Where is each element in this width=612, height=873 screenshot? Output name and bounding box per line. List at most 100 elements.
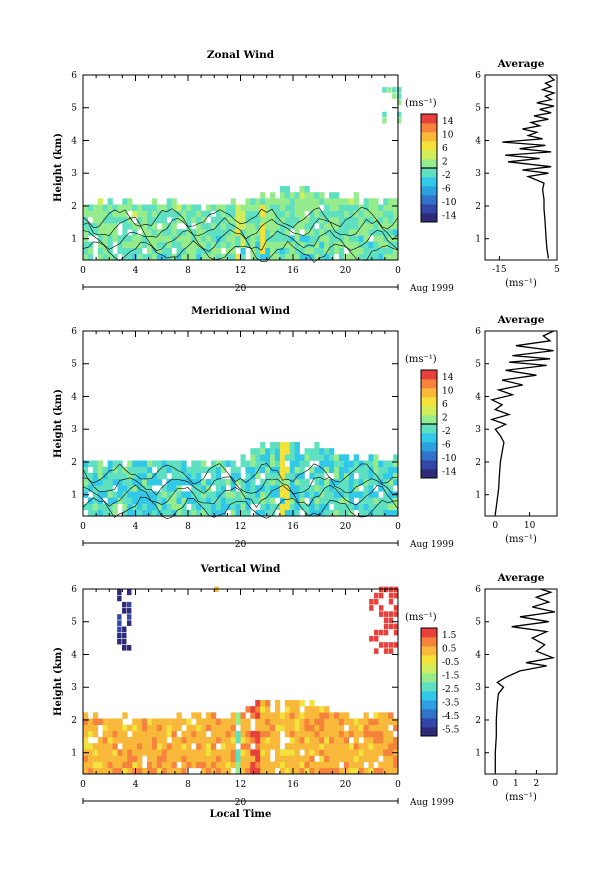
heatmap-cell	[284, 712, 291, 719]
heatmap-cell	[230, 241, 236, 248]
heatmap-cell	[92, 712, 99, 719]
heatmap-cell	[83, 229, 89, 236]
heatmap-cell	[186, 491, 192, 498]
heatmap-cell	[329, 491, 335, 498]
heatmap-cell	[151, 247, 158, 255]
heatmap-cell	[191, 755, 197, 762]
colorbar-swatch	[421, 700, 437, 710]
heatmap-cell	[112, 466, 118, 474]
heatmap-cell	[393, 454, 399, 461]
heatmap-cell	[196, 712, 202, 719]
heatmap-cell	[245, 509, 251, 517]
heatmap-cell	[289, 210, 295, 218]
heatmap-cell	[274, 700, 281, 707]
heatmap-cell	[353, 503, 359, 511]
heatmap-cell	[191, 737, 197, 744]
heatmap-cell	[383, 503, 389, 511]
heatmap-cell	[382, 117, 387, 124]
heatmap-cell	[210, 724, 217, 732]
heatmap-cell	[196, 241, 202, 248]
heatmap-cell	[112, 730, 118, 738]
heatmap-cell	[388, 737, 394, 744]
heatmap-cell	[319, 767, 325, 775]
heatmap-cell	[176, 755, 182, 762]
heatmap-cell	[127, 749, 133, 756]
colorbar-swatch	[421, 204, 437, 214]
heatmap-cell	[196, 503, 202, 511]
heatmap-cell	[146, 737, 153, 744]
heatmap-cell	[368, 724, 374, 732]
heatmap-cell	[299, 485, 305, 492]
heatmap-cell	[83, 503, 89, 511]
heatmap-cell	[397, 117, 402, 124]
heatmap-cell	[151, 743, 158, 750]
profile-y-tick-label: 6	[475, 585, 481, 595]
heatmap-cell	[348, 241, 355, 248]
heatmap-cell	[235, 204, 241, 211]
heatmap-cell	[289, 223, 295, 230]
colorbar-swatch	[421, 655, 437, 665]
heatmap-cell	[284, 485, 291, 492]
heatmap-cell	[146, 755, 153, 762]
heatmap-cell	[176, 497, 182, 504]
heatmap-cell	[348, 718, 355, 725]
heatmap-cell	[117, 216, 123, 224]
heatmap-cell	[225, 223, 231, 230]
heatmap-cell	[383, 204, 389, 211]
heatmap-cell	[393, 241, 399, 248]
heatmap-cell	[270, 509, 276, 517]
heatmap-cell	[284, 755, 291, 762]
heatmap-cell	[265, 204, 271, 211]
heatmap-cell	[294, 198, 300, 205]
heatmap-cell	[343, 223, 350, 230]
heatmap-cell	[210, 466, 217, 474]
heatmap-cell	[393, 592, 399, 599]
heatmap-cell	[97, 755, 103, 762]
heatmap-cell	[240, 503, 246, 511]
heatmap-cell	[274, 460, 281, 467]
heatmap-cell	[334, 466, 340, 474]
heatmap-cell	[388, 718, 394, 725]
heatmap-cell	[329, 454, 335, 461]
heatmap-cell	[284, 235, 291, 242]
heatmap-cell	[383, 623, 389, 630]
heatmap-cell	[265, 503, 271, 511]
heatmap-cell	[112, 253, 118, 261]
heatmap-cell	[388, 730, 394, 738]
heatmap-cell	[265, 448, 271, 455]
heatmap-cell	[245, 503, 251, 511]
heatmap-cell	[338, 454, 345, 461]
heatmap-cell	[87, 503, 94, 511]
heatmap-cell	[220, 718, 227, 725]
heatmap-cell	[299, 730, 305, 738]
heatmap-cell	[304, 509, 310, 517]
profile-y-tick-label: 3	[475, 425, 481, 435]
heatmap-cell	[142, 737, 148, 744]
heatmap-cell	[334, 192, 340, 199]
heatmap-cell	[142, 229, 148, 236]
heatmap-cell	[196, 737, 202, 744]
heatmap-cell	[294, 730, 300, 738]
heatmap-cell	[186, 509, 192, 517]
heatmap-cell	[329, 755, 335, 762]
heatmap-cell	[92, 509, 99, 517]
heatmap-cell	[279, 479, 286, 486]
heatmap-cell	[393, 466, 399, 474]
heatmap-cell	[201, 229, 207, 236]
heatmap-cell	[151, 216, 158, 224]
heatmap-cell	[176, 235, 182, 242]
heatmap-cell	[393, 642, 399, 648]
heatmap-cell	[284, 749, 291, 756]
heatmap-cell	[235, 216, 241, 224]
heatmap-cell	[348, 503, 355, 511]
heatmap-cell	[230, 198, 236, 205]
heatmap-cell	[250, 761, 256, 769]
heatmap-cell	[117, 620, 122, 626]
heatmap-cell	[215, 204, 222, 211]
heatmap-cell	[274, 743, 281, 750]
heatmap-cell	[126, 608, 132, 614]
heatmap-cell	[191, 235, 197, 242]
heatmap-cell	[235, 253, 241, 261]
heatmap-cell	[348, 491, 355, 498]
heatmap-cell	[314, 485, 320, 492]
